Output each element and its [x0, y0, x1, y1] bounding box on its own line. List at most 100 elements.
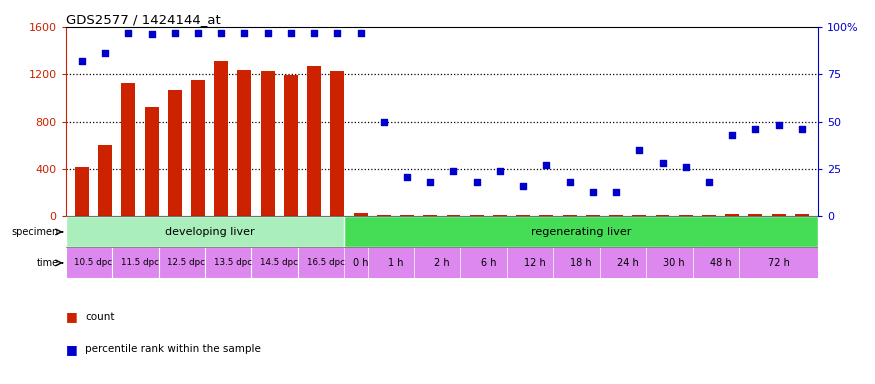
Bar — [424, 215, 438, 217]
Bar — [563, 215, 577, 217]
Bar — [66, 247, 122, 278]
Bar — [237, 70, 251, 217]
Text: ■: ■ — [66, 310, 77, 323]
Text: 48 h: 48 h — [710, 258, 731, 268]
Text: GDS2577 / 1424144_at: GDS2577 / 1424144_at — [66, 13, 220, 26]
Bar — [702, 215, 716, 217]
Bar — [539, 215, 553, 217]
Bar — [191, 80, 205, 217]
Bar — [794, 214, 808, 217]
Text: 14.5 dpc: 14.5 dpc — [260, 258, 298, 267]
Bar — [158, 247, 214, 278]
Point — [261, 30, 275, 36]
Text: 72 h: 72 h — [767, 258, 789, 268]
Bar — [345, 247, 377, 278]
Bar — [168, 90, 182, 217]
Bar — [98, 146, 112, 217]
Point — [98, 50, 112, 56]
Text: time: time — [37, 258, 59, 268]
Text: regenerating liver: regenerating liver — [531, 227, 632, 237]
Text: 30 h: 30 h — [663, 258, 685, 268]
Bar — [122, 83, 136, 217]
Bar — [470, 215, 484, 217]
Point — [75, 58, 89, 64]
Text: specimen: specimen — [11, 227, 59, 237]
Bar — [144, 108, 158, 217]
Point — [655, 160, 669, 166]
Bar — [516, 215, 530, 217]
Bar — [75, 167, 89, 217]
Bar — [493, 215, 507, 217]
Text: percentile rank within the sample: percentile rank within the sample — [85, 344, 261, 354]
Text: 18 h: 18 h — [570, 258, 592, 268]
Bar — [331, 71, 345, 217]
Bar — [609, 215, 623, 217]
Point — [122, 30, 136, 36]
Bar — [261, 71, 275, 217]
Text: count: count — [85, 312, 115, 322]
Point — [633, 147, 647, 153]
Text: developing liver: developing liver — [164, 227, 255, 237]
Bar — [748, 214, 762, 217]
Bar — [586, 215, 599, 217]
Text: 12 h: 12 h — [524, 258, 546, 268]
Bar — [400, 215, 414, 217]
Point — [400, 174, 414, 180]
Point — [539, 162, 553, 168]
Point — [725, 132, 739, 138]
Text: 6 h: 6 h — [480, 258, 496, 268]
Point — [609, 189, 623, 195]
Bar — [772, 214, 786, 217]
Point — [748, 126, 762, 132]
Bar — [368, 247, 424, 278]
Bar — [414, 247, 470, 278]
Text: 11.5 dpc: 11.5 dpc — [121, 258, 159, 267]
Bar — [377, 215, 391, 217]
Point — [307, 30, 321, 36]
Point — [424, 179, 438, 185]
Point — [772, 122, 786, 129]
Bar — [693, 247, 748, 278]
Bar — [354, 213, 367, 217]
Bar — [460, 247, 516, 278]
Text: 2 h: 2 h — [434, 258, 450, 268]
Text: 24 h: 24 h — [617, 258, 639, 268]
Bar — [725, 214, 739, 217]
Bar — [307, 66, 321, 217]
Bar — [446, 215, 460, 217]
Text: 12.5 dpc: 12.5 dpc — [167, 258, 206, 267]
Bar — [214, 61, 228, 217]
Point — [377, 119, 391, 125]
Point — [191, 30, 205, 36]
Bar — [507, 247, 563, 278]
Bar — [251, 247, 307, 278]
Point — [331, 30, 345, 36]
Bar — [739, 247, 818, 278]
Bar — [298, 247, 354, 278]
Point — [563, 179, 577, 185]
Text: ■: ■ — [66, 343, 77, 356]
Text: 13.5 dpc: 13.5 dpc — [214, 258, 252, 267]
Text: 16.5 dpc: 16.5 dpc — [307, 258, 345, 267]
Point — [144, 31, 158, 38]
Point — [493, 168, 507, 174]
Point — [284, 30, 298, 36]
Bar — [655, 215, 669, 217]
Point — [446, 168, 460, 174]
Bar — [205, 247, 261, 278]
Point — [679, 164, 693, 170]
Text: 0 h: 0 h — [353, 258, 368, 268]
Bar — [112, 247, 168, 278]
Point — [586, 189, 600, 195]
Bar — [553, 247, 609, 278]
Point — [354, 30, 367, 36]
Point — [214, 30, 228, 36]
Point — [702, 179, 716, 185]
Bar — [284, 75, 298, 217]
Text: 10.5 dpc: 10.5 dpc — [74, 258, 113, 267]
Bar — [345, 217, 818, 247]
Point — [237, 30, 251, 36]
Text: 1 h: 1 h — [388, 258, 403, 268]
Point — [470, 179, 484, 185]
Point — [516, 183, 530, 189]
